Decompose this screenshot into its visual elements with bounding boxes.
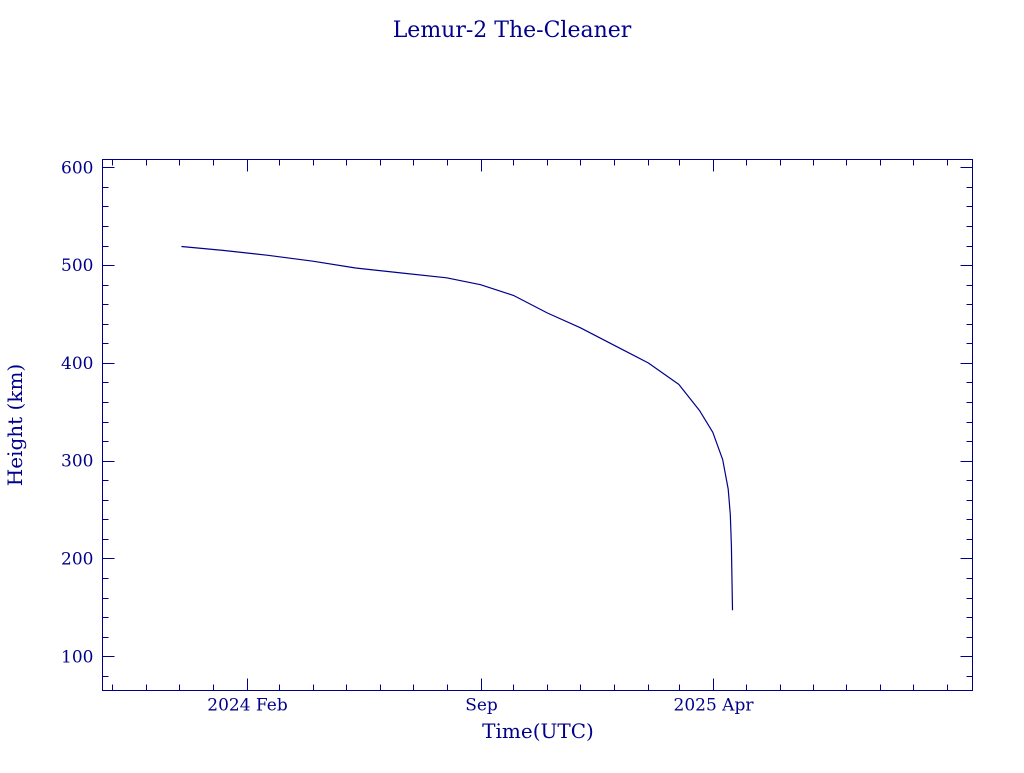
series-line [181, 245, 734, 611]
x-axis: 2024 Feb Sep 2025 Apr [112, 159, 948, 716]
y-tick-label: 400 [61, 354, 93, 374]
x-axis-label: Time(UTC) [482, 719, 594, 743]
plot-frame [102, 159, 973, 691]
y-tick-label: 500 [61, 256, 93, 276]
data-layer [181, 245, 734, 611]
x-tick-label: 2024 Feb [207, 696, 288, 716]
y-axis-label: Height (km) [3, 364, 27, 486]
y-axis: 100 200 300 400 500 600 [61, 158, 973, 677]
x-tick-label: Sep [465, 696, 498, 716]
y-tick-label: 200 [61, 549, 93, 569]
x-tick-label: 2025 Apr [674, 696, 755, 716]
y-tick-label: 100 [61, 647, 93, 667]
y-tick-label: 300 [61, 452, 93, 472]
chart-title: Lemur-2 The-Cleaner [393, 18, 632, 43]
y-tick-label: 600 [61, 158, 93, 178]
